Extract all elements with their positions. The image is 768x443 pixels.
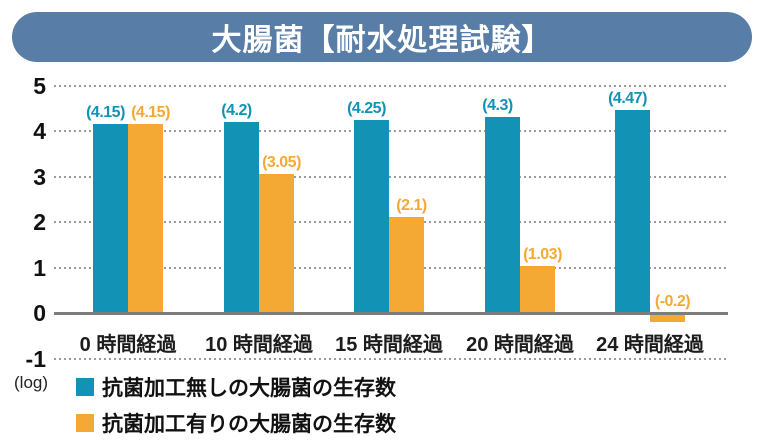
bar-series2-cat0: [128, 124, 163, 313]
legend-label: 抗菌加工無しの大腸菌の生存数: [102, 377, 396, 400]
x-axis-category-label: 0 時間経過: [79, 334, 177, 356]
legend-color-swatch: [76, 378, 94, 396]
bar-series1-cat3: [485, 117, 520, 313]
bar-value-label: (2.1): [396, 197, 427, 215]
x-axis-category-label: 10 時間経過: [205, 334, 313, 356]
title-banner: 大腸菌【耐水処理試験】: [12, 12, 752, 62]
y-axis-tick-label: 1: [33, 254, 46, 281]
bar-value-label: (4.2): [221, 101, 252, 119]
legend-color-swatch: [76, 414, 94, 432]
gridline: [54, 130, 728, 132]
legend-item: 抗菌加工無しの大腸菌の生存数: [76, 372, 396, 402]
bar-series1-cat2: [354, 119, 389, 313]
x-axis-category-label: 15 時間経過: [335, 334, 443, 356]
y-axis-tick-label: 5: [33, 72, 46, 99]
bar-series1-cat4: [615, 109, 650, 313]
x-axis-category-label: 24 時間経過: [596, 334, 704, 356]
legend-label: 抗菌加工有りの大腸菌の生存数: [102, 413, 396, 436]
legend: 抗菌加工無しの大腸菌の生存数 抗菌加工有りの大腸菌の生存数: [76, 372, 396, 438]
y-axis-tick-label: -1: [25, 345, 46, 372]
bar-series1-cat1: [224, 121, 259, 313]
y-axis-tick-label: 4: [33, 118, 46, 144]
bar-value-label: (4.15): [131, 104, 170, 122]
bar-series1-cat0: [93, 124, 128, 313]
bar-value-label: (3.05): [262, 154, 301, 172]
bar-series2-cat1: [259, 174, 294, 313]
bar-series2-cat3: [520, 266, 555, 313]
bar-value-label: (4.47): [608, 89, 647, 107]
page-title: 大腸菌【耐水処理試験】: [211, 24, 553, 57]
bar-value-label: (-0.2): [654, 293, 691, 310]
x-axis-category-label: 20 時間経過: [466, 334, 574, 356]
bar-series2-cat2: [389, 217, 424, 313]
gridline: [54, 175, 728, 178]
bar-value-label: (4.25): [347, 99, 386, 117]
bar-value-label: (1.03): [523, 246, 562, 264]
y-axis-unit-label: (log): [14, 373, 49, 392]
gridline: [54, 357, 728, 360]
y-axis-tick-label: 3: [33, 163, 46, 190]
legend-item: 抗菌加工有りの大腸菌の生存数: [76, 408, 396, 438]
y-axis-tick-label: 2: [33, 209, 46, 235]
gridline: [54, 84, 728, 87]
y-axis-tick-label: 0: [33, 300, 46, 326]
bar-value-label: (4.3): [482, 97, 513, 115]
bar-value-label: (4.15): [86, 104, 125, 122]
bar-series2-cat4: [650, 313, 685, 323]
x-axis-zero-line: [54, 312, 728, 315]
